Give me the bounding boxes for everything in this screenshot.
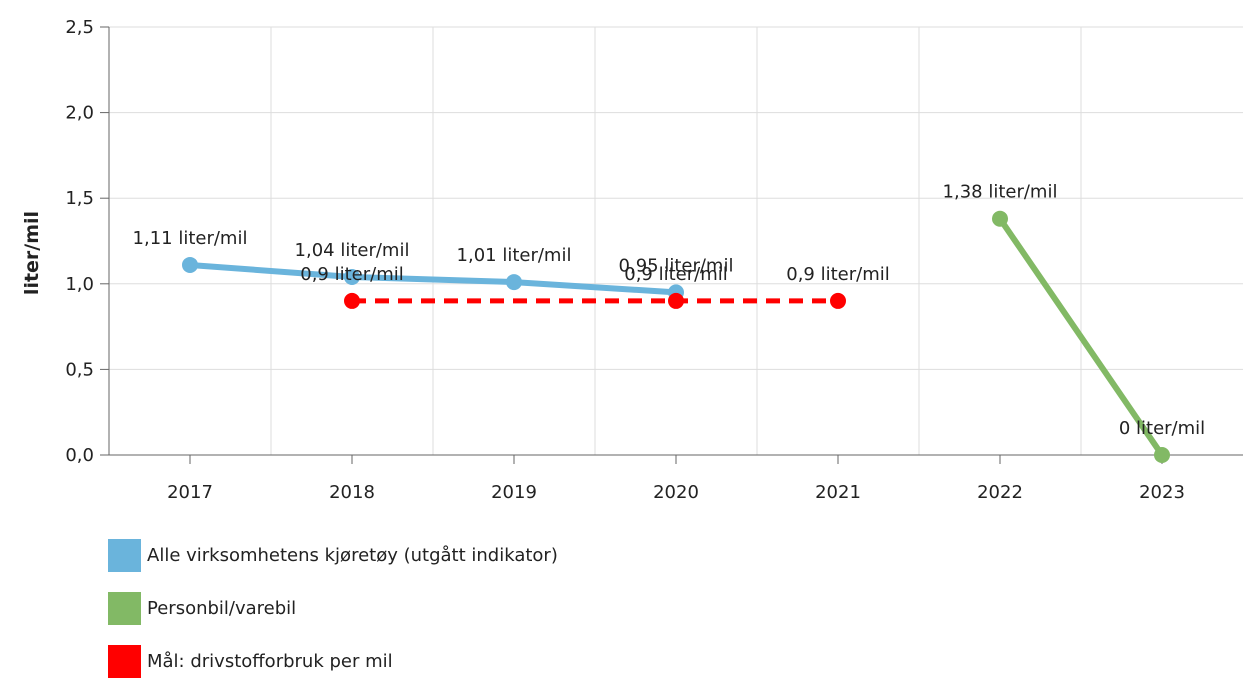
data-point-fuel-target	[830, 292, 846, 309]
x-tick-label: 2019	[491, 482, 537, 503]
data-label-layer: 1,11 liter/mil 1,04 liter/mil 1,01 liter/m…	[133, 182, 1206, 439]
chart-legend: Alle virksomhetens kjøretøy (utgått indi…	[108, 538, 558, 697]
x-tick-label: 2022	[977, 482, 1023, 503]
line-chart: 0,0 0,5 1,0 1,5 2,0 2,5 2017 2018 2019 2020 2021 20…	[21, 17, 1243, 503]
data-label-all-vehicles: 0,95 liter/mil	[619, 255, 734, 276]
data-point-fuel-target	[668, 292, 684, 309]
legend-swatch-passenger-van	[108, 591, 141, 625]
axis-layer: 0,0 0,5 1,0 1,5 2,0 2,5 2017 2018 2019 2020 2021 20…	[65, 17, 1243, 503]
data-label-passenger-van: 1,38 liter/mil	[943, 182, 1058, 203]
legend-label-all-vehicles: Alle virksomhetens kjøretøy (utgått indi…	[147, 544, 558, 566]
y-tick-label: 2,5	[65, 17, 94, 38]
data-label-all-vehicles: 1,01 liter/mil	[457, 245, 572, 266]
chart-container: 0,0 0,5 1,0 1,5 2,0 2,5 2017 2018 2019 2020 2021 20…	[21, 17, 1243, 678]
data-label-fuel-target: 0,9 liter/mil	[786, 264, 889, 285]
grid-layer	[109, 26, 1243, 455]
y-tick-label: 2,0	[65, 103, 94, 124]
data-label-all-vehicles: 1,11 liter/mil	[133, 228, 248, 249]
data-point-fuel-target	[344, 292, 360, 309]
data-point-passenger-van	[992, 210, 1008, 227]
legend-label-fuel-target: Mål: drivstofforbruk per mil	[147, 650, 393, 672]
y-tick-label: 1,0	[65, 274, 94, 295]
data-label-all-vehicles: 1,04 liter/mil	[295, 240, 410, 261]
legend-item-passenger-van[interactable]: Personbil/varebil	[108, 591, 558, 625]
y-tick-label: 1,5	[65, 188, 94, 209]
x-tick-label: 2021	[815, 482, 861, 503]
data-label-passenger-van: 0 liter/mil	[1119, 418, 1205, 439]
data-point-all-vehicles	[506, 274, 522, 291]
data-point-all-vehicles	[344, 268, 360, 285]
x-tick-label: 2018	[329, 482, 375, 503]
legend-swatch-all-vehicles	[108, 538, 141, 572]
data-label-fuel-target: 0,9 liter/mil	[624, 264, 727, 285]
x-tick-label: 2020	[653, 482, 699, 503]
data-point-passenger-van	[1154, 447, 1170, 463]
x-tick-label: 2017	[167, 482, 213, 503]
legend-swatch-fuel-target	[108, 644, 141, 678]
series-line-all-vehicles	[187, 261, 679, 296]
y-axis-title: liter/mil	[21, 211, 43, 295]
data-label-fuel-target: 0,9 liter/mil	[300, 264, 403, 285]
legend-item-all-vehicles[interactable]: Alle virksomhetens kjøretøy (utgått indi…	[108, 538, 558, 572]
x-tick-label: 2023	[1139, 482, 1185, 503]
series-line-passenger-van	[997, 215, 1165, 458]
data-point-all-vehicles	[182, 256, 198, 273]
legend-label-passenger-van: Personbil/varebil	[147, 597, 297, 619]
y-tick-label: 0,5	[65, 359, 94, 380]
y-tick-label: 0,0	[65, 445, 94, 466]
series-layer	[182, 210, 1170, 463]
legend-item-fuel-target[interactable]: Mål: drivstofforbruk per mil	[108, 644, 558, 678]
